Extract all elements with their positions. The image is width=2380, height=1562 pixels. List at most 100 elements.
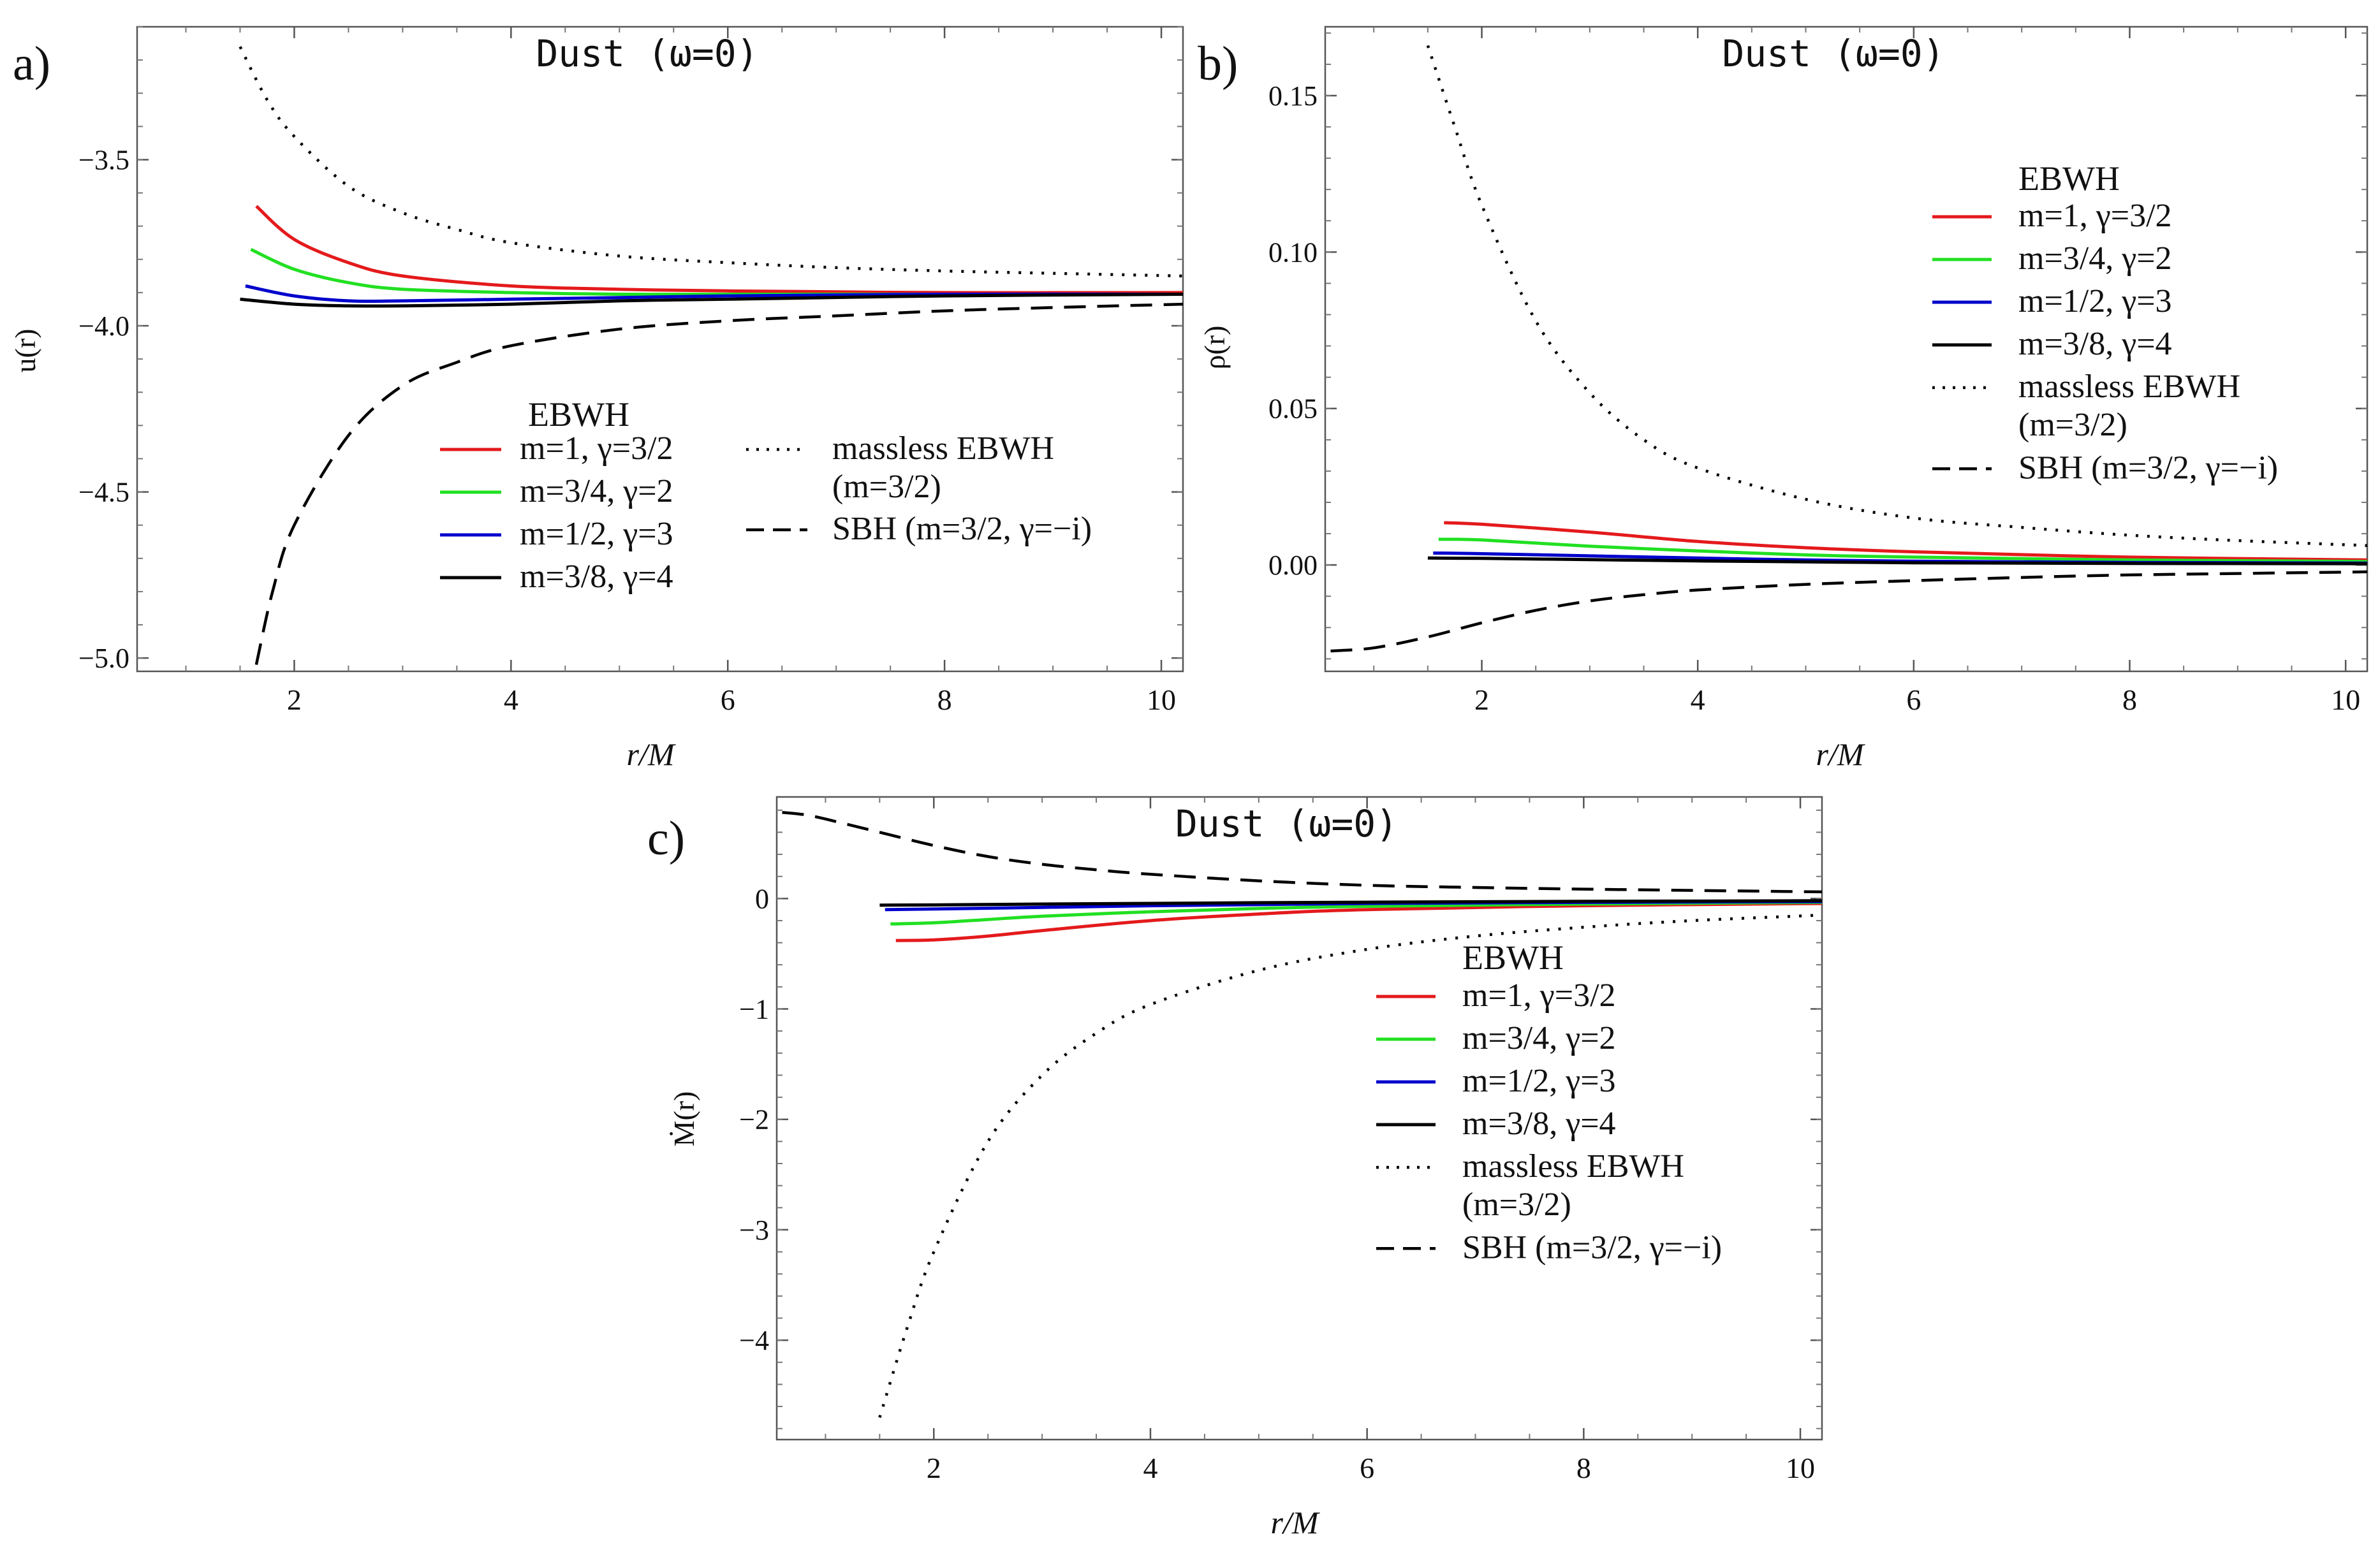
y-tick-label: −5.0: [78, 643, 129, 674]
series-line-m-1-3-2: [895, 901, 1822, 942]
legend-label-cont: (m=3/2): [2018, 407, 2127, 443]
y-tick-label: −3.5: [78, 144, 129, 175]
legend-label: m=3/4, γ=2: [2018, 240, 2172, 277]
legend-entry-m-3-4-2: m=3/4, γ=2: [1462, 1020, 1616, 1056]
series-line-m-3-4-2: [890, 900, 1822, 926]
x-tick-label: 4: [504, 683, 518, 716]
series-group: [1330, 45, 2367, 653]
chart-panel-3: c) Dust (ω=0)2 4 6 8 10−4−3−2−10r/MṀ(r)EBWHm=…: [647, 796, 1823, 1540]
legend-label: m=3/8, γ=4: [520, 558, 673, 595]
series-line-m-3-8-4: [1427, 556, 2367, 566]
legend-entry-m-3-4-2: m=3/4, γ=2: [520, 473, 673, 509]
series-line-m-1-3-2: [1444, 521, 2367, 562]
legend-entry-sbh-m-3-2-i: SBH (m=3/2, γ=−i): [832, 511, 1092, 547]
y-tick-label: −3: [739, 1215, 769, 1246]
legend-header: EBWH: [2018, 159, 2120, 198]
legend-label: SBH (m=3/2, γ=−i): [1462, 1229, 1722, 1266]
legend-label: m=1/2, γ=3: [2018, 283, 2172, 319]
y-tick-label: 0.05: [1268, 393, 1318, 425]
x-tick-label: 2: [287, 683, 302, 716]
series-line-sbh-m-3-2-i: [782, 810, 1822, 894]
legend-label: m=1, γ=3/2: [1462, 977, 1616, 1014]
legend-entry-m-1-2-3: m=1/2, γ=3: [2018, 283, 2172, 319]
legend-entry-m-1-3-2: m=1, γ=3/2: [1462, 977, 1616, 1014]
legend-entry-m-1-3-2: m=1, γ=3/2: [520, 430, 673, 467]
y-tick-label: −4.5: [78, 477, 129, 508]
x-tick-label: 6: [721, 683, 735, 716]
series-line-m-3-8-4: [240, 293, 1183, 308]
legend-entry-sbh-m-3-2-i: SBH (m=3/2, γ=−i): [1462, 1229, 1722, 1266]
legend-label: m=1, γ=3/2: [520, 430, 673, 467]
legend-label: m=1/2, γ=3: [520, 516, 673, 552]
x-tick-label: 10: [1147, 683, 1176, 716]
y-tick-label: −4: [739, 1325, 769, 1356]
legend-entry-m-3-8-4: m=3/8, γ=4: [520, 558, 673, 595]
y-axis-label: ρ(r): [1198, 326, 1231, 370]
y-tick-label: 0.00: [1268, 550, 1318, 581]
legend-entry-sbh-m-3-2-i: SBH (m=3/2, γ=−i): [2018, 449, 2278, 486]
x-tick-label: 4: [1691, 683, 1705, 716]
y-tick-label: 0.15: [1268, 80, 1318, 112]
panel-label: b): [1198, 37, 1238, 91]
legend-entry-massless-ebwh-m-3-2: massless EBWH(m=3/2): [2018, 369, 2240, 443]
series-line-m-3-4-2: [1438, 537, 2367, 564]
y-tick-label: 0.10: [1268, 237, 1318, 268]
legend-label: SBH (m=3/2, γ=−i): [2018, 449, 2278, 486]
chart-title: Dust (ω=0): [1175, 802, 1398, 845]
chart-title: Dust (ω=0): [1722, 32, 1944, 75]
y-axis-label: u(r): [9, 329, 41, 373]
x-axis-label: r/M: [1271, 1505, 1320, 1540]
legend-label: m=3/8, γ=4: [1462, 1106, 1616, 1142]
legend-label: massless EBWH: [2018, 369, 2240, 405]
legend-entry-m-1-2-3: m=1/2, γ=3: [1462, 1063, 1616, 1099]
legend-label: massless EBWH: [1462, 1148, 1684, 1185]
chart-panel-1: a) Dust (ω=0) 2 4 6 8 10 −5.0 −4.5 −4.0 −3.5 r/M u(r…: [9, 26, 1184, 772]
x-tick-label: 6: [1906, 683, 1921, 716]
series-line-m-1-3-2: [255, 205, 1183, 295]
y-tick-label: −4.0: [78, 310, 129, 342]
legend-label: m=1/2, γ=3: [1462, 1063, 1616, 1099]
x-axis-label: r/M: [1816, 736, 1865, 772]
x-tick-label: 6: [1360, 1452, 1374, 1484]
series-line-m-1-2-3: [245, 284, 1183, 303]
series-line-massless-ebwh-m-3-2: [239, 46, 1183, 278]
legend-label: massless EBWH: [832, 430, 1054, 467]
x-tick-label: 10: [2331, 683, 2360, 716]
series-line-m-3-8-4: [879, 899, 1822, 907]
series-group: [782, 810, 1822, 1419]
x-tick-label: 8: [937, 683, 952, 716]
legend-label: m=1, γ=3/2: [2018, 198, 2172, 234]
plot-frame: [775, 796, 1823, 1441]
y-axis-label: Ṁ(r): [668, 1091, 700, 1147]
legend-label-cont: (m=3/2): [1462, 1186, 1571, 1223]
legend-entry-m-3-8-4: m=3/8, γ=4: [2018, 326, 2172, 362]
series-line-sbh-m-3-2-i: [254, 302, 1183, 666]
legend-label: m=3/4, γ=2: [520, 473, 673, 509]
legend-label: SBH (m=3/2, γ=−i): [832, 511, 1092, 547]
chart-title: Dust (ω=0): [536, 32, 758, 75]
panel-label: a): [13, 37, 50, 91]
legend-header: EBWH: [1462, 938, 1564, 977]
x-axis-label: r/M: [627, 736, 676, 772]
legend-label: m=3/8, γ=4: [2018, 326, 2172, 362]
legend-entry-m-1-3-2: m=1, γ=3/2: [2018, 198, 2172, 234]
legend-entry-massless-ebwh-m-3-2: massless EBWH(m=3/2): [1462, 1148, 1684, 1223]
series-line-sbh-m-3-2-i: [1330, 570, 2367, 653]
panel-label: c): [647, 812, 685, 865]
x-tick-label: 4: [1143, 1452, 1157, 1484]
plot-frame: [136, 26, 1184, 673]
x-tick-label: 8: [1576, 1452, 1591, 1484]
x-tick-label: 2: [1474, 683, 1489, 716]
x-tick-label: 2: [927, 1452, 941, 1484]
y-tick-label: −1: [739, 994, 769, 1025]
legend-header: EBWH: [528, 395, 629, 434]
legend-entry-massless-ebwh-m-3-2: massless EBWH(m=3/2): [832, 430, 1054, 505]
x-tick-label: 10: [1786, 1452, 1815, 1484]
y-tick-label: 0: [755, 883, 769, 914]
x-tick-label: 8: [2122, 683, 2137, 716]
legend-label-cont: (m=3/2): [832, 469, 941, 505]
legend-entry-m-1-2-3: m=1/2, γ=3: [520, 516, 673, 552]
